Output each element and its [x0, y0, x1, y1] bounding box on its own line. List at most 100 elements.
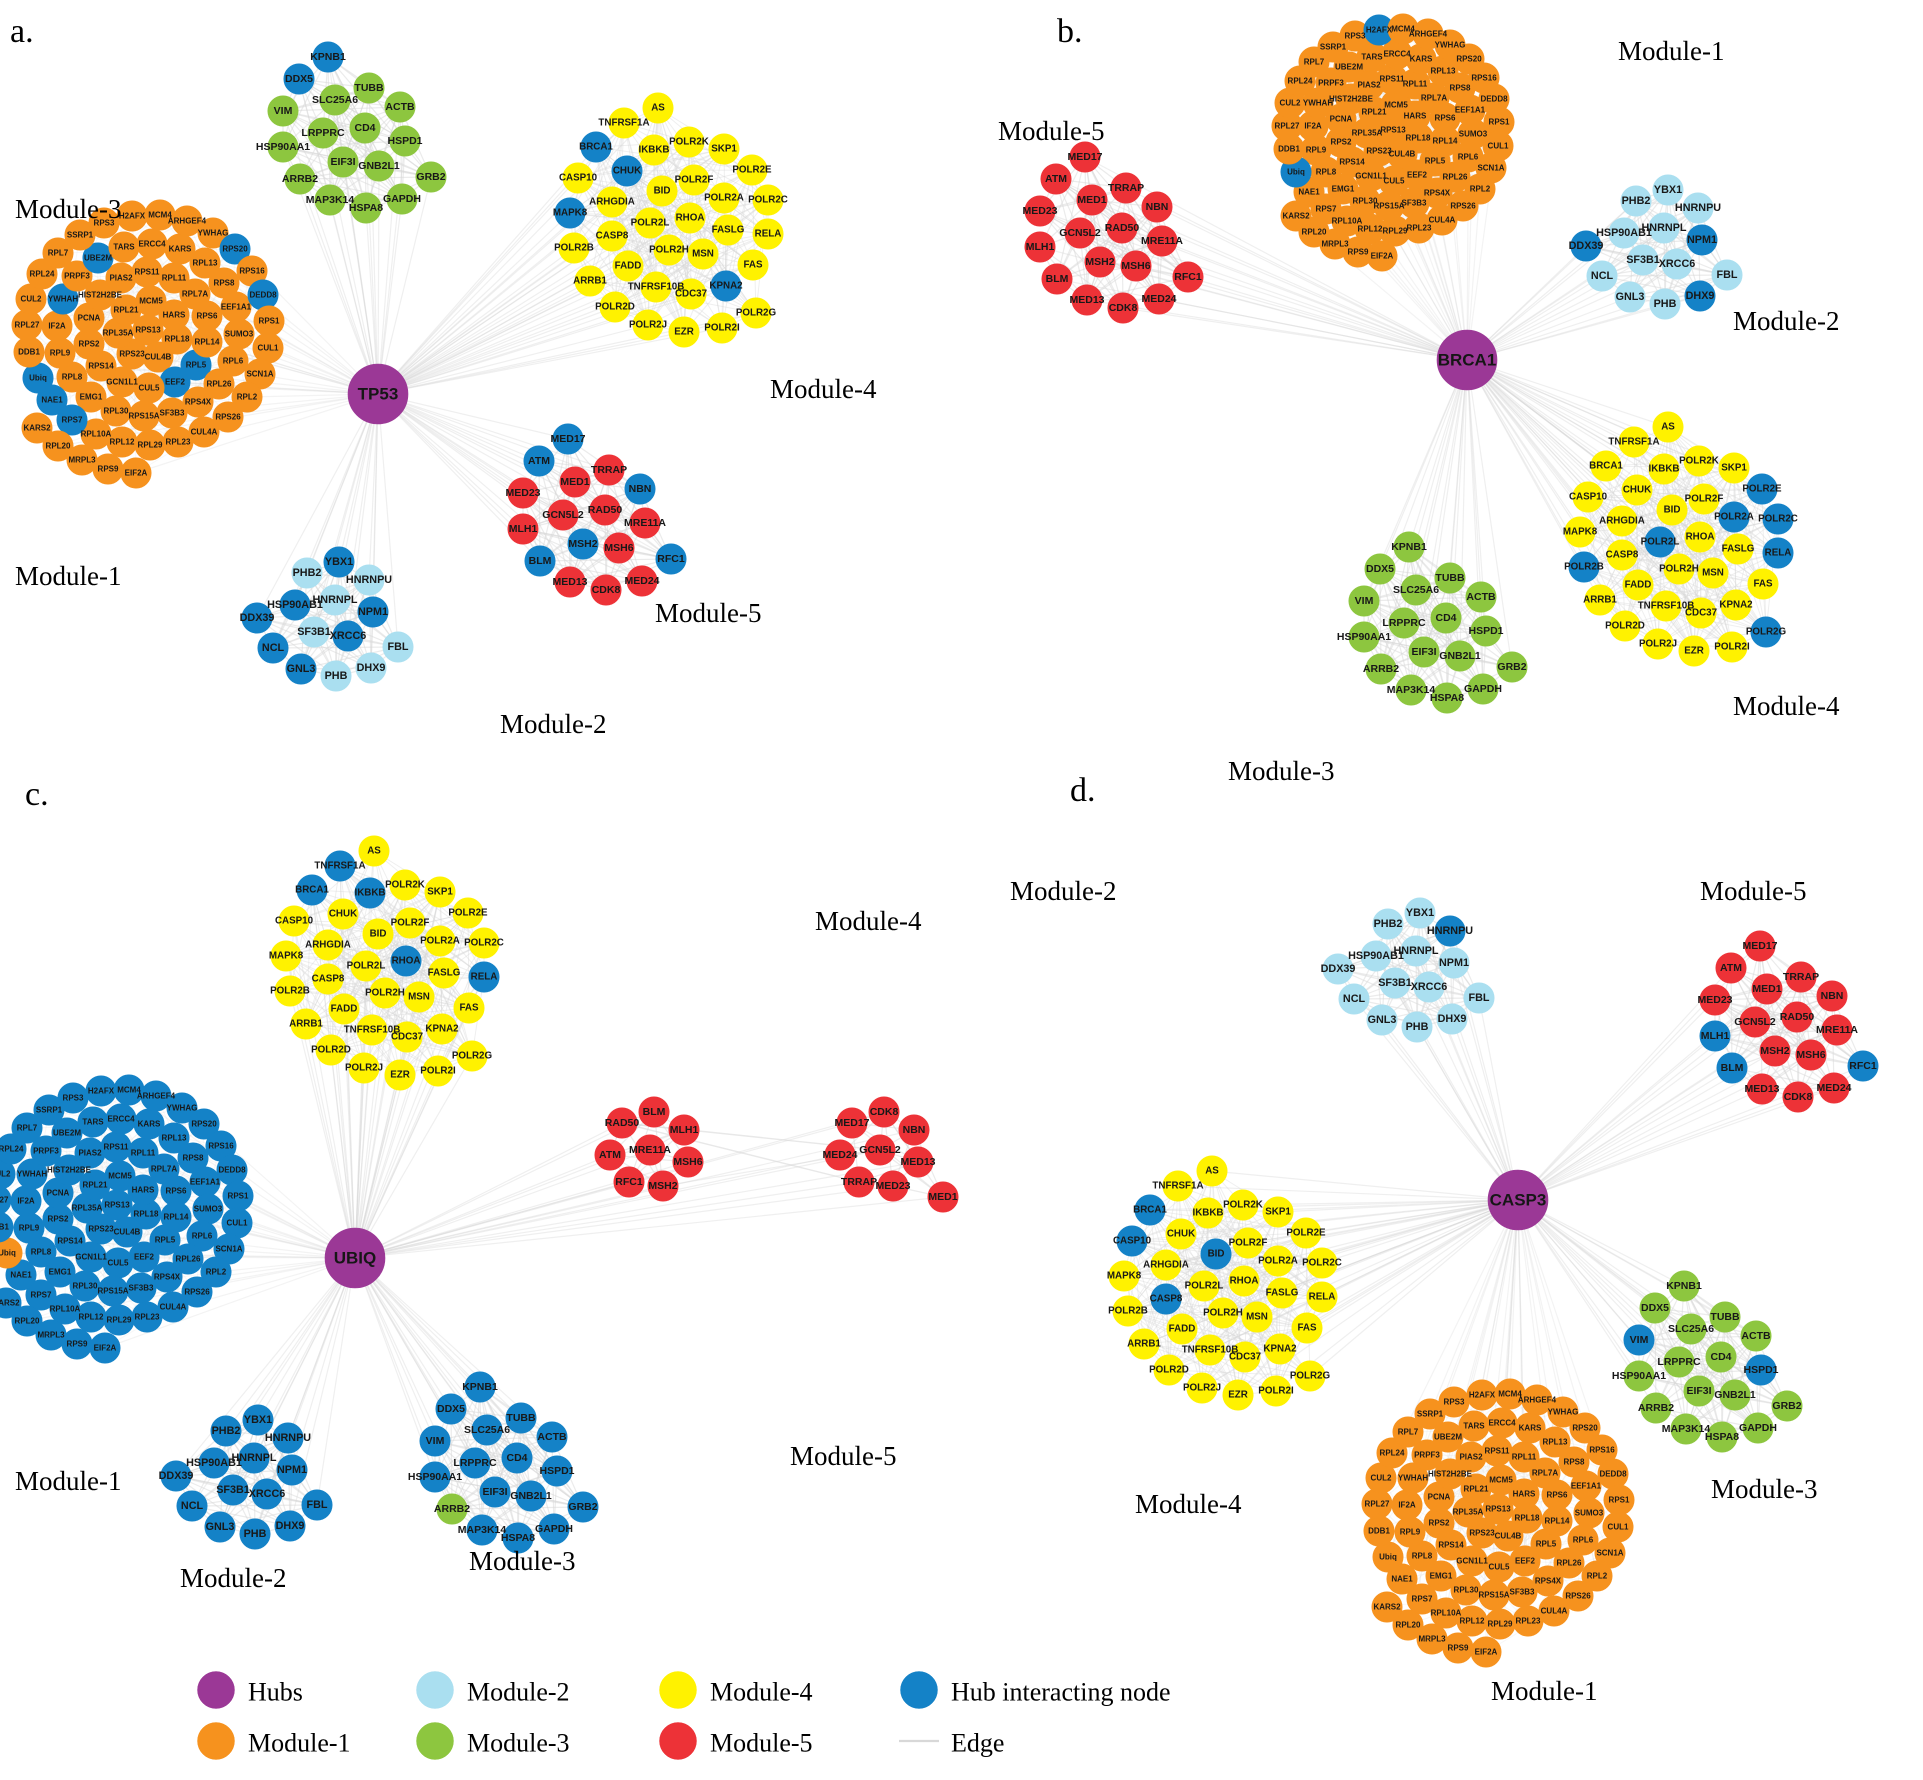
svg-text:RPL29: RPL29: [1383, 227, 1408, 236]
svg-text:DDX39: DDX39: [1321, 963, 1356, 975]
svg-text:RPS20: RPS20: [222, 245, 248, 254]
svg-text:RPL29: RPL29: [1488, 1620, 1513, 1629]
svg-text:ARHGDIA: ARHGDIA: [305, 940, 351, 951]
svg-text:POLR2G: POLR2G: [1746, 627, 1787, 638]
svg-text:RPL9: RPL9: [19, 1224, 40, 1233]
svg-text:HNRNPU: HNRNPU: [1427, 925, 1473, 937]
svg-text:DEDD8: DEDD8: [1599, 1470, 1627, 1479]
svg-text:RPS11: RPS11: [104, 1143, 129, 1152]
svg-text:Hubs: Hubs: [248, 1678, 303, 1707]
svg-text:ERCC4: ERCC4: [138, 240, 166, 249]
svg-text:RPS4X: RPS4X: [154, 1273, 181, 1282]
svg-text:CUL1: CUL1: [258, 344, 279, 353]
svg-text:NCL: NCL: [1343, 993, 1366, 1005]
svg-text:MRE11A: MRE11A: [629, 1144, 671, 1156]
svg-text:KPNB1: KPNB1: [1391, 541, 1427, 553]
svg-text:EEF1A1: EEF1A1: [1455, 106, 1486, 115]
svg-text:Module-1: Module-1: [1618, 36, 1724, 66]
svg-text:GAPDH: GAPDH: [1464, 683, 1502, 695]
svg-text:KARS2: KARS2: [1282, 212, 1310, 221]
svg-text:POLR2H: POLR2H: [1203, 1308, 1243, 1319]
svg-text:DHX9: DHX9: [357, 662, 386, 674]
svg-text:RPS6: RPS6: [166, 1187, 187, 1196]
svg-text:RPS15A: RPS15A: [1373, 202, 1404, 211]
svg-text:ARRB2: ARRB2: [434, 1503, 470, 1515]
svg-text:Module-1: Module-1: [15, 1466, 121, 1496]
svg-text:MSH2: MSH2: [568, 538, 597, 550]
svg-text:TNFRSF10B: TNFRSF10B: [344, 1025, 401, 1036]
svg-text:BID: BID: [654, 186, 671, 197]
svg-text:RPS11: RPS11: [1380, 75, 1405, 84]
svg-text:ACTB: ACTB: [1466, 591, 1496, 603]
svg-text:KPNB1: KPNB1: [310, 51, 346, 63]
svg-text:MED1: MED1: [560, 476, 589, 488]
svg-text:CD4: CD4: [1435, 612, 1456, 624]
svg-text:TUBB: TUBB: [1435, 572, 1465, 584]
svg-text:LRPPRC: LRPPRC: [1657, 1356, 1701, 1368]
svg-text:PRPF3: PRPF3: [64, 272, 90, 281]
svg-text:TRRAP: TRRAP: [841, 1176, 877, 1188]
svg-text:SCN1A: SCN1A: [1596, 1549, 1623, 1558]
svg-text:RPS3: RPS3: [63, 1094, 84, 1103]
svg-text:NBN: NBN: [903, 1124, 926, 1136]
svg-text:RPS2: RPS2: [79, 340, 100, 349]
svg-text:CDK8: CDK8: [870, 1106, 899, 1118]
svg-text:NBN: NBN: [629, 483, 652, 495]
svg-text:RPL23: RPL23: [135, 1313, 160, 1322]
svg-text:UBIQ: UBIQ: [334, 1249, 377, 1268]
svg-text:VIM: VIM: [274, 105, 293, 117]
svg-text:RPL12: RPL12: [79, 1313, 104, 1322]
svg-text:PHB2: PHB2: [293, 567, 322, 579]
svg-text:CASP10: CASP10: [559, 173, 598, 184]
svg-text:MED13: MED13: [552, 576, 587, 588]
svg-text:EIF2A: EIF2A: [94, 1344, 117, 1353]
svg-text:Module-5: Module-5: [998, 116, 1104, 146]
svg-text:MSN: MSN: [408, 992, 430, 1003]
svg-text:RPL24: RPL24: [0, 1145, 24, 1154]
svg-text:RFC1: RFC1: [657, 553, 685, 565]
svg-text:XRCC6: XRCC6: [249, 1488, 286, 1500]
svg-text:Hub interacting node: Hub interacting node: [951, 1678, 1171, 1707]
svg-text:RPL8: RPL8: [62, 373, 83, 382]
svg-text:RPL35A: RPL35A: [1453, 1508, 1484, 1517]
svg-text:NPM1: NPM1: [277, 1464, 307, 1476]
svg-text:PIAS2: PIAS2: [78, 1149, 102, 1158]
svg-text:RPS13: RPS13: [1485, 1505, 1511, 1514]
svg-text:MSH6: MSH6: [1121, 260, 1150, 272]
svg-text:GNB2L1: GNB2L1: [510, 1490, 552, 1502]
svg-text:DHX9: DHX9: [1686, 290, 1715, 302]
svg-text:GNL3: GNL3: [1368, 1014, 1397, 1026]
svg-text:UBE2M: UBE2M: [53, 1129, 81, 1138]
svg-text:Module-4: Module-4: [710, 1678, 813, 1707]
svg-text:EEF1A1: EEF1A1: [221, 303, 252, 312]
svg-text:EMG1: EMG1: [1430, 1572, 1453, 1581]
svg-text:TP53: TP53: [358, 385, 399, 404]
svg-text:RPL8: RPL8: [1316, 168, 1337, 177]
svg-text:AS: AS: [1661, 422, 1675, 433]
svg-text:POLR2F: POLR2F: [391, 918, 430, 929]
svg-text:ATM: ATM: [1720, 962, 1742, 974]
svg-text:RPS9: RPS9: [67, 1340, 88, 1349]
svg-text:CUL4B: CUL4B: [114, 1228, 141, 1237]
svg-text:RPL9: RPL9: [1400, 1528, 1421, 1537]
svg-text:CASP3: CASP3: [1490, 1191, 1547, 1210]
svg-text:RPL35A: RPL35A: [72, 1204, 103, 1213]
svg-text:MED24: MED24: [624, 575, 659, 587]
svg-text:POLR2G: POLR2G: [452, 1051, 493, 1062]
svg-text:Module-2: Module-2: [467, 1678, 570, 1707]
svg-text:POLR2H: POLR2H: [1659, 564, 1699, 575]
svg-text:LRPPRC: LRPPRC: [301, 127, 345, 139]
svg-text:HIST2H2BE: HIST2H2BE: [47, 1166, 92, 1175]
svg-text:RPL7A: RPL7A: [151, 1165, 177, 1174]
svg-text:GRB2: GRB2: [1772, 1400, 1801, 1412]
svg-text:RPL29: RPL29: [138, 441, 163, 450]
svg-text:Module-2: Module-2: [1010, 876, 1116, 906]
svg-text:ARRB2: ARRB2: [1363, 663, 1399, 675]
svg-text:AS: AS: [367, 846, 381, 857]
svg-text:SF3B3: SF3B3: [1510, 1588, 1535, 1597]
svg-text:DDB1: DDB1: [18, 348, 40, 357]
svg-text:POLR2C: POLR2C: [1758, 514, 1798, 525]
svg-text:POLR2B: POLR2B: [1564, 562, 1604, 573]
svg-text:DDB1: DDB1: [1368, 1527, 1390, 1536]
svg-text:KARS2: KARS2: [0, 1299, 20, 1308]
